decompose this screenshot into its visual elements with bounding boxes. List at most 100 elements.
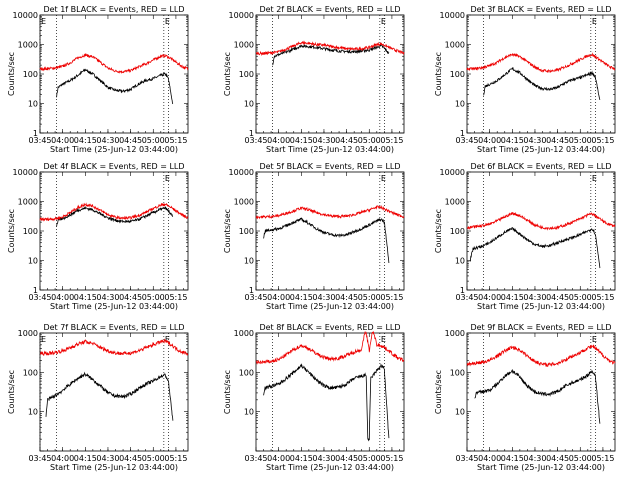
x-tick-label: 04:45 [119,136,142,145]
y-tick-label: 1000 [445,41,465,50]
x-tick-label: 04:00 [51,293,74,302]
x-tick-label: 04:15 [290,293,313,302]
y-tick-label: 10 [244,408,254,417]
x-tick-label: 05:00 [358,293,381,302]
x-axis-label: Start Time (25-Jun-12 03:44:00) [266,463,394,472]
series-events-line [272,44,390,66]
x-tick-label: 04:15 [501,136,524,145]
y-axis-label: Counts/sec [7,209,16,253]
y-axis-label: Counts/sec [223,370,232,414]
y-tick-label: 10 [455,408,465,417]
series-events-line [483,66,601,101]
x-tick-label: 05:15 [380,293,403,302]
series-events-line [474,368,601,424]
y-tick-label: 100 [450,368,465,377]
x-tick-label: 03:45 [28,136,51,145]
panel-det-8: Det 8f BLACK = Events, RED = LLD 10 100 100… [223,323,405,472]
y-tick-label: 10000 [13,168,38,177]
series-lld-line [255,40,405,57]
chart-title: Det 7f BLACK = Events, RED = LLD [43,323,184,332]
chart-title: Det 3f BLACK = Events, RED = LLD [470,5,611,14]
y-axis-label: Counts/sec [7,52,16,96]
x-tick-label: 05:15 [164,136,187,145]
x-tick-label: 05:00 [142,454,165,463]
y-tick-label: 10000 [229,11,254,20]
chart-title: Det 1f BLACK = Events, RED = LLD [43,5,184,14]
time-marker-label: E [165,335,170,344]
series-events-line [263,363,390,442]
plot-frame [255,171,405,291]
series-lld-line [39,202,189,222]
x-tick-label: 04:15 [74,293,97,302]
x-tick-label: 03:45 [28,293,51,302]
x-tick-label: 04:45 [119,454,142,463]
x-tick-label: 05:00 [358,454,381,463]
plot-frame [39,332,189,452]
x-tick-label: 04:30 [523,136,546,145]
x-tick-label: 05:00 [569,293,592,302]
panel-det-5: Det 5f BLACK = Events, RED = LLD 1 10 100 10… [223,162,405,311]
x-tick-label: 04:15 [290,454,313,463]
x-tick-label: 05:00 [358,136,381,145]
x-tick-label: 04:45 [335,454,358,463]
y-axis-label: Counts/sec [434,52,443,96]
x-tick-label: 04:00 [267,454,290,463]
x-tick-label: 04:30 [312,454,335,463]
x-tick-label: 05:15 [591,136,614,145]
x-tick-label: 03:45 [455,136,478,145]
y-tick-label: 10 [455,257,465,266]
y-tick-label: 1000 [18,198,38,207]
x-tick-label: 04:45 [335,136,358,145]
y-tick-label: 100 [450,70,465,79]
y-tick-label: 1 [33,286,38,295]
y-tick-label: 10 [244,257,254,266]
x-tick-label: 05:00 [569,136,592,145]
x-tick-label: 05:00 [569,454,592,463]
series-lld-line [466,52,616,74]
panel-det-7: Det 7f BLACK = Events, RED = LLD 10 100 100… [7,323,189,472]
series-events-line [56,206,174,227]
y-tick-label: 10 [244,100,254,109]
y-tick-label: 1 [460,129,465,138]
y-tick-label: 1 [33,129,38,138]
x-tick-label: 05:15 [591,454,614,463]
y-tick-label: 10000 [13,11,38,20]
y-axis-label: Counts/sec [434,370,443,414]
series-lld-line [466,211,616,231]
x-tick-label: 03:45 [244,293,267,302]
plot-frame [255,332,405,452]
panel-det-9: Det 9f BLACK = Events, RED = LLD 10 100 100… [434,323,616,472]
y-axis-label: Counts/sec [223,52,232,96]
x-tick-label: 04:00 [51,454,74,463]
x-tick-label: 05:15 [591,293,614,302]
x-axis-label: Start Time (25-Jun-12 03:44:00) [266,302,394,311]
x-tick-label: 04:15 [290,136,313,145]
y-tick-label: 100 [23,227,38,236]
x-tick-label: 04:45 [546,293,569,302]
x-tick-label: 04:00 [478,454,501,463]
x-tick-label: 04:30 [312,293,335,302]
x-tick-label: 03:45 [244,454,267,463]
y-tick-label: 10000 [440,11,465,20]
x-axis-label: Start Time (25-Jun-12 03:44:00) [50,463,178,472]
x-tick-label: 04:45 [335,293,358,302]
series-events-line [469,227,601,269]
chart-title: Det 4f BLACK = Events, RED = LLD [43,162,184,171]
x-axis-label: Start Time (25-Jun-12 03:44:00) [477,463,605,472]
panel-det-2: Det 2f BLACK = Events, RED = LLD 1 10 100 10… [223,5,405,154]
x-tick-label: 04:15 [74,136,97,145]
chart-title: Det 9f BLACK = Events, RED = LLD [470,323,611,332]
y-tick-label: 100 [23,70,38,79]
y-tick-label: 100 [450,227,465,236]
x-tick-label: 04:45 [546,136,569,145]
y-axis-label: Counts/sec [7,370,16,414]
x-tick-label: 04:45 [119,293,142,302]
x-tick-label: 04:15 [74,454,97,463]
series-lld-line [255,205,405,220]
plot-frame [466,332,616,452]
x-tick-label: 05:15 [380,454,403,463]
x-tick-label: 04:30 [96,454,119,463]
series-lld-line [39,52,189,74]
y-tick-label: 1000 [445,329,465,338]
